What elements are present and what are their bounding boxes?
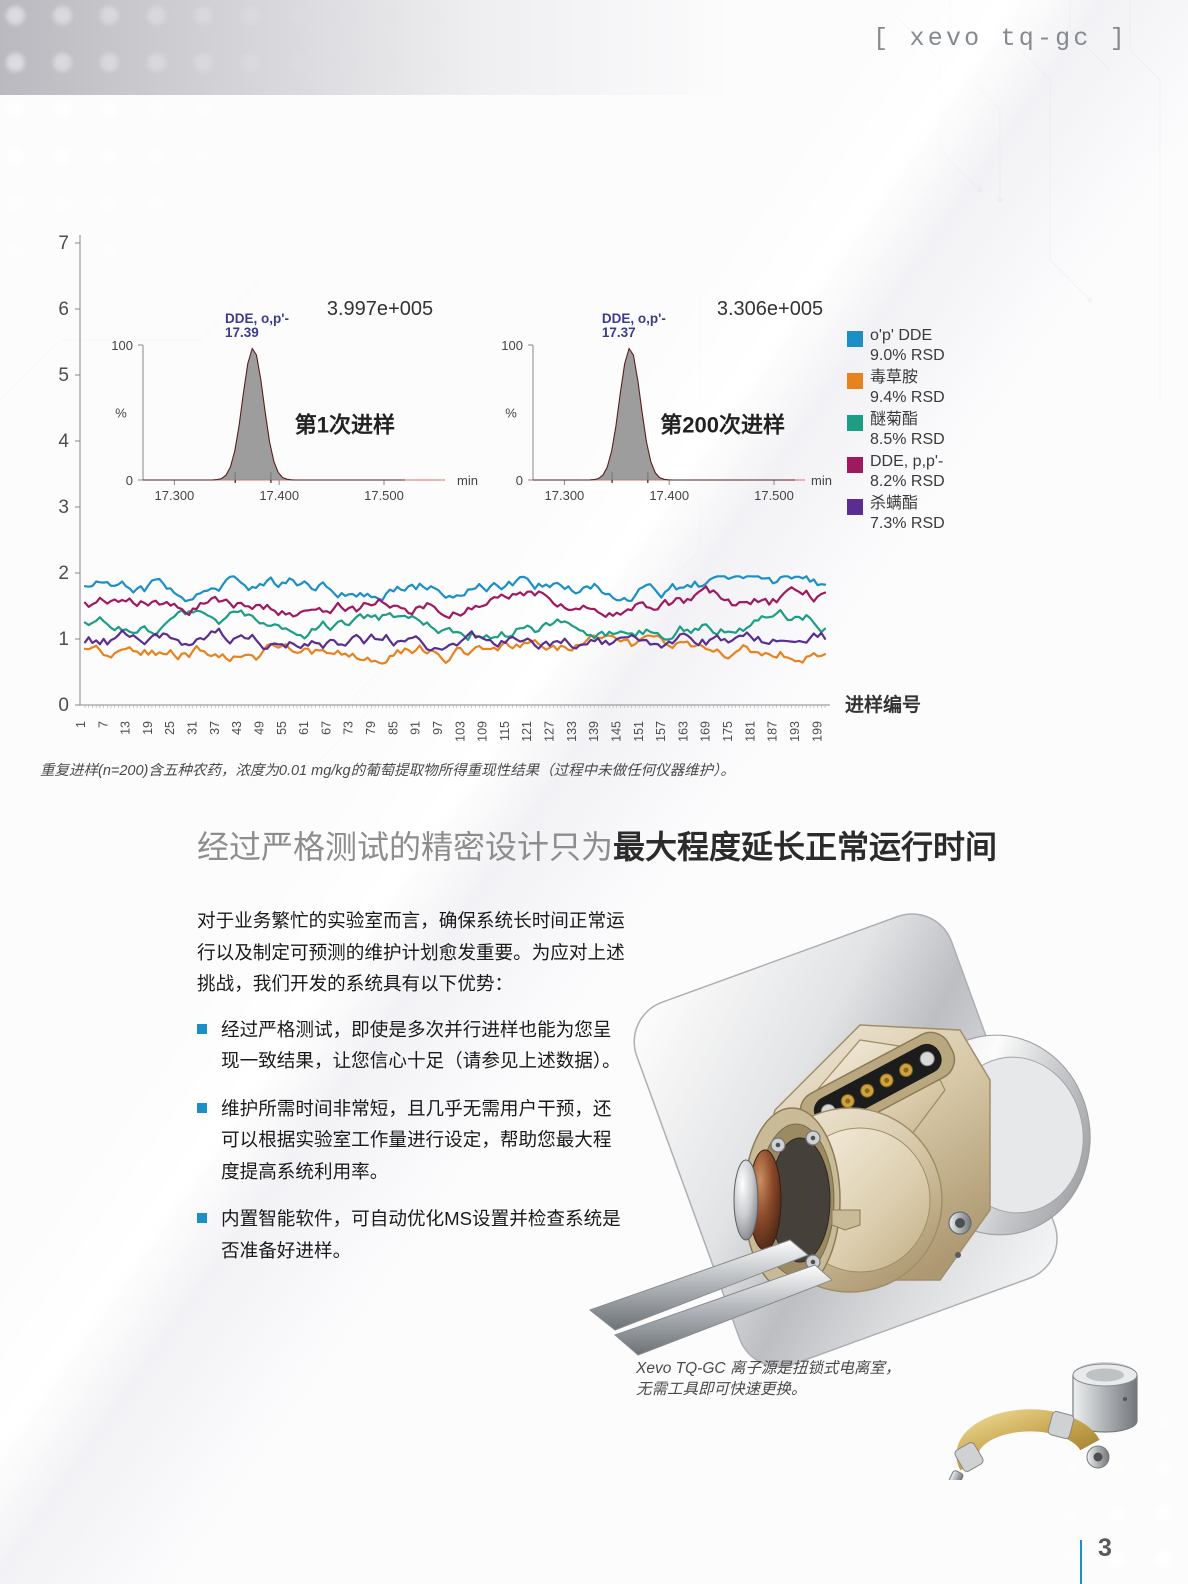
svg-text:7: 7	[96, 721, 110, 728]
svg-text:0: 0	[126, 473, 133, 488]
svg-text:193: 193	[788, 721, 802, 742]
svg-text:181: 181	[743, 721, 757, 742]
svg-text:121: 121	[520, 721, 534, 742]
svg-text:7: 7	[58, 235, 69, 254]
svg-text:第1次进样: 第1次进样	[295, 413, 395, 438]
svg-text:31: 31	[186, 721, 200, 735]
svg-text:3: 3	[58, 497, 69, 518]
svg-text:2: 2	[58, 563, 69, 584]
svg-text:109: 109	[476, 721, 490, 742]
svg-text:100: 100	[501, 338, 523, 353]
svg-text:37: 37	[208, 721, 222, 735]
svg-text:1: 1	[74, 721, 88, 728]
svg-text:103: 103	[453, 721, 467, 742]
svg-text:91: 91	[409, 721, 423, 735]
svg-text:1: 1	[58, 629, 69, 650]
svg-text:145: 145	[610, 721, 624, 742]
svg-text:49: 49	[253, 721, 267, 735]
svg-text:199: 199	[810, 721, 824, 742]
svg-text:%: %	[115, 406, 127, 421]
svg-text:127: 127	[543, 721, 557, 742]
svg-text:67: 67	[319, 721, 333, 735]
svg-text:3.997e+005: 3.997e+005	[327, 298, 433, 320]
svg-text:DDE, o,p'-: DDE, o,p'-	[225, 311, 289, 326]
svg-text:17.400: 17.400	[259, 488, 299, 503]
svg-text:第200次进样: 第200次进样	[660, 413, 785, 438]
svg-text:43: 43	[230, 721, 244, 735]
svg-text:133: 133	[565, 721, 579, 742]
svg-text:61: 61	[297, 721, 311, 735]
svg-text:0: 0	[516, 473, 523, 488]
svg-text:100: 100	[111, 338, 133, 353]
svg-text:17.300: 17.300	[155, 488, 195, 503]
svg-text:13: 13	[119, 721, 133, 735]
svg-text:4: 4	[58, 431, 69, 452]
svg-text:17.300: 17.300	[545, 488, 585, 503]
svg-text:17.37: 17.37	[602, 325, 636, 340]
svg-text:17.400: 17.400	[649, 488, 689, 503]
svg-text:6: 6	[58, 299, 69, 320]
svg-text:25: 25	[163, 721, 177, 735]
svg-text:85: 85	[386, 721, 400, 735]
svg-text:79: 79	[364, 721, 378, 735]
svg-text:115: 115	[498, 721, 512, 741]
svg-text:55: 55	[275, 721, 289, 735]
svg-text:min: min	[811, 473, 832, 488]
svg-text:151: 151	[632, 721, 646, 742]
svg-text:97: 97	[431, 721, 445, 735]
svg-text:187: 187	[766, 721, 780, 742]
svg-text:19: 19	[141, 721, 155, 735]
svg-text:DDE, o,p'-: DDE, o,p'-	[602, 311, 666, 326]
svg-text:17.500: 17.500	[754, 488, 794, 503]
svg-text:17.500: 17.500	[364, 488, 404, 503]
svg-text:0: 0	[58, 695, 69, 716]
svg-text:3.306e+005: 3.306e+005	[717, 298, 823, 320]
svg-text:%: %	[505, 406, 517, 421]
svg-text:157: 157	[654, 721, 668, 742]
svg-text:17.39: 17.39	[225, 325, 259, 340]
svg-text:min: min	[457, 473, 478, 488]
svg-text:进样编号: 进样编号	[845, 693, 921, 716]
svg-text:175: 175	[721, 721, 735, 742]
svg-text:169: 169	[699, 721, 713, 742]
svg-text:73: 73	[342, 721, 356, 735]
svg-text:163: 163	[676, 721, 690, 742]
svg-text:5: 5	[58, 365, 69, 386]
svg-text:139: 139	[587, 721, 601, 742]
